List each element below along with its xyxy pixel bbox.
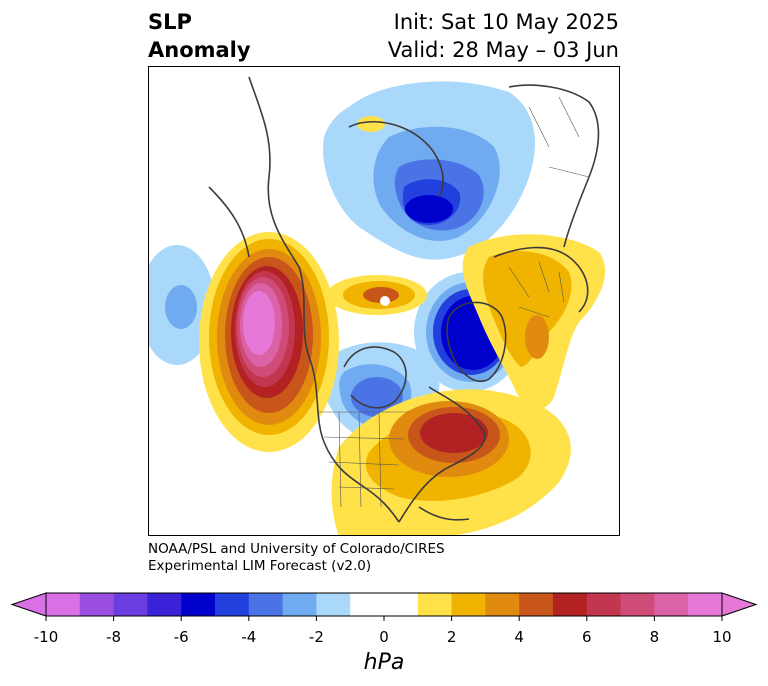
europe-borders — [508, 261, 565, 318]
credit: NOAA/PSL and University of Colorado/CIRE… — [148, 541, 445, 575]
caribbean-coast — [418, 506, 470, 521]
colorbar-tick-label: 6 — [582, 628, 592, 646]
colorbar-segment — [688, 593, 723, 616]
colorbar-tick-label: -6 — [173, 628, 189, 646]
colorbar-tick-label: 0 — [379, 628, 389, 646]
colorbar-segment — [350, 593, 385, 616]
arctic-coast — [348, 121, 444, 198]
colorbar — [10, 592, 758, 621]
positive-anomaly-pacific — [199, 232, 339, 452]
colorbar-segment — [654, 593, 689, 616]
map-canvas — [149, 76, 606, 535]
colorbar-tick-label: -10 — [33, 628, 59, 646]
colorbar-segment — [113, 593, 148, 616]
title-variable-sub: Anomaly — [148, 38, 251, 62]
credit-line-2: Experimental LIM Forecast (v2.0) — [148, 558, 372, 574]
asia-coast — [508, 84, 600, 248]
alaska-coast — [208, 186, 250, 258]
colorbar-segment — [79, 593, 115, 616]
colorbar-segment — [485, 593, 520, 616]
anomaly-map — [148, 66, 620, 536]
colorbar-tick-label: -4 — [241, 628, 257, 646]
asia-borders — [528, 96, 590, 178]
positive-anomaly-arctic-small — [357, 116, 385, 132]
colorbar-right-arrow — [721, 592, 758, 617]
colorbar-tick-label: -8 — [106, 628, 122, 646]
init-date: Init: Sat 10 May 2025 — [393, 10, 619, 34]
us-state-lines — [323, 436, 405, 490]
forecast-dates: Init: Sat 10 May 2025 Valid: 28 May – 03… — [388, 8, 619, 64]
north-america-east-coast — [398, 386, 486, 523]
colorbar-segment — [316, 593, 351, 616]
colorbar-segment — [586, 593, 622, 616]
europe-coast — [493, 246, 589, 313]
colorbar-segment — [282, 593, 317, 616]
colorbar-segment — [417, 593, 453, 616]
colorbar-tick-label: 10 — [712, 628, 732, 646]
borders — [319, 96, 590, 508]
colorbar-segment — [451, 593, 486, 616]
colorbar-segment — [46, 593, 81, 616]
negative-anomaly-north-pole — [323, 81, 535, 260]
valid-date: Valid: 28 May – 03 Jun — [387, 38, 619, 62]
colorbar-left-arrow — [10, 592, 47, 617]
colorbar-segments — [46, 593, 723, 616]
us-state-lines-vertical — [338, 411, 382, 508]
credit-line-1: NOAA/PSL and University of Colorado/CIRE… — [148, 541, 445, 557]
colorbar-segment — [519, 593, 554, 616]
positive-anomaly-dateline-ridge — [327, 275, 427, 315]
colorbar-segment — [248, 593, 284, 616]
colorbar-segment — [215, 593, 250, 616]
colorbar-unit: hPa — [363, 650, 405, 675]
hudson-bay-coast — [343, 346, 407, 409]
colorbar-segment — [620, 593, 655, 616]
colorbar-segment — [384, 593, 419, 616]
greenland-coast — [446, 301, 507, 382]
map-title: SLP Anomaly — [148, 8, 251, 64]
colorbar-tick-label: 2 — [446, 628, 457, 646]
negative-anomaly-dateline — [149, 245, 215, 365]
colorbar-tick-label: -2 — [308, 628, 324, 646]
colorbar-tick-label: 8 — [649, 628, 660, 646]
colorbar-segment — [553, 593, 588, 616]
colorbar-segment — [147, 593, 182, 616]
colorbar-segment — [181, 593, 216, 616]
colorbar-ticks — [45, 616, 723, 621]
title-variable: SLP — [148, 10, 192, 34]
colorbar-tick-label: 4 — [514, 628, 524, 646]
